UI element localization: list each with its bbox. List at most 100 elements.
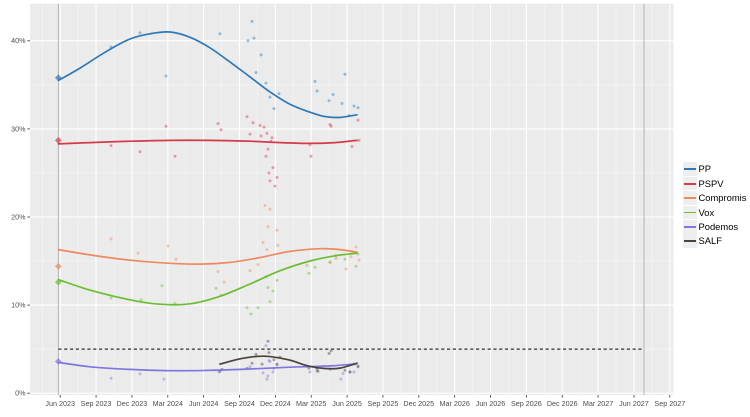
poll-point-pp bbox=[340, 101, 344, 105]
election-result-pp bbox=[54, 74, 62, 82]
poll-point-compromis bbox=[357, 258, 361, 262]
poll-point-salf bbox=[356, 365, 360, 369]
election-result-vox bbox=[54, 278, 62, 286]
chart-legend: PP PSPV Compromis Vox Podemos SALF bbox=[683, 162, 746, 248]
poll-point-pspv bbox=[264, 154, 268, 158]
poll-point-podemos bbox=[248, 365, 252, 369]
poll-point-pp bbox=[331, 93, 335, 97]
legend-entry-pp: PP bbox=[683, 162, 746, 176]
poll-point-salf bbox=[343, 368, 347, 372]
poll-point-pp bbox=[218, 32, 222, 36]
poll-point-pspv bbox=[219, 128, 223, 132]
poll-point-pspv bbox=[216, 122, 220, 126]
y-tick-label: 0% bbox=[15, 389, 26, 398]
poll-point-vox bbox=[354, 264, 358, 268]
poll-point-pspv bbox=[245, 115, 249, 119]
poll-point-vox bbox=[313, 265, 317, 269]
poll-point-compromis bbox=[276, 243, 280, 247]
poll-point-pspv bbox=[265, 131, 269, 135]
legend-label: PSPV bbox=[698, 177, 724, 189]
poll-point-compromis bbox=[328, 261, 332, 265]
poll-point-pp bbox=[272, 107, 276, 111]
x-tick-label: Mar 2027 bbox=[583, 399, 613, 408]
trend-line-pspv bbox=[57, 139, 358, 145]
poll-point-vox bbox=[160, 284, 164, 288]
election-result-podemos bbox=[54, 358, 62, 365]
poll-point-podemos bbox=[217, 370, 221, 374]
poll-point-pspv bbox=[266, 147, 270, 151]
poll-point-compromis bbox=[334, 256, 338, 260]
poll-point-podemos bbox=[271, 370, 275, 374]
poll-point-pspv bbox=[273, 184, 277, 188]
poll-point-pp bbox=[352, 104, 356, 108]
legend-label: Podemos bbox=[698, 221, 739, 233]
legend-label: SALF bbox=[698, 235, 722, 247]
x-tick-label: Jun 2024 bbox=[189, 399, 219, 408]
poll-point-podemos bbox=[162, 377, 166, 381]
poll-point-pp bbox=[254, 71, 258, 75]
x-tick-label: Dec 2023 bbox=[117, 399, 148, 408]
poll-point-vox bbox=[266, 285, 270, 289]
poll-point-compromis bbox=[136, 251, 140, 255]
poll-point-pspv bbox=[259, 134, 263, 138]
poll-point-compromis bbox=[166, 244, 170, 248]
poll-point-podemos bbox=[275, 363, 279, 367]
poll-point-compromis bbox=[354, 245, 358, 249]
poll-point-pp bbox=[356, 106, 360, 110]
legend-entry-pspv: PSPV bbox=[683, 176, 746, 191]
poll-point-vox bbox=[214, 286, 218, 290]
plot-panel bbox=[30, 3, 674, 395]
poll-point-pspv bbox=[164, 124, 168, 128]
poll-point-pspv bbox=[248, 132, 252, 136]
election-result-compromis bbox=[54, 262, 62, 270]
x-tick-label: Mar 2024 bbox=[153, 399, 183, 408]
poll-point-vox bbox=[328, 260, 332, 264]
poll-point-pp bbox=[246, 39, 250, 43]
poll-point-pp bbox=[277, 92, 281, 96]
poll-point-pp bbox=[264, 81, 268, 85]
legend-key-icon bbox=[683, 176, 697, 191]
poll-point-podemos bbox=[341, 371, 345, 375]
legend-label: Vox bbox=[698, 206, 715, 218]
poll-point-salf bbox=[316, 369, 320, 373]
poll-point-pspv bbox=[357, 138, 361, 142]
legend-key-line bbox=[684, 197, 696, 199]
poll-point-podemos bbox=[268, 359, 272, 363]
poll-point-pspv bbox=[109, 144, 113, 148]
poll-point-podemos bbox=[261, 371, 265, 375]
poll-point-podemos bbox=[138, 372, 142, 376]
poll-point-salf bbox=[260, 362, 264, 366]
legend-label: Compromis bbox=[698, 192, 747, 204]
legend-key-line bbox=[684, 182, 696, 185]
poll-point-salf bbox=[267, 351, 271, 355]
legend-entry-vox: Vox bbox=[683, 205, 746, 220]
y-tick-label: 10% bbox=[11, 301, 26, 310]
poll-point-pspv bbox=[251, 121, 255, 125]
legend-key-line bbox=[684, 168, 696, 171]
legend-entry-compromis: Compromis bbox=[683, 191, 746, 205]
poll-point-salf bbox=[250, 361, 254, 365]
legend-label: PP bbox=[698, 163, 712, 175]
poll-point-salf bbox=[266, 339, 270, 343]
x-tick-label: Dec 2024 bbox=[260, 399, 291, 408]
poll-point-compromis bbox=[265, 248, 269, 252]
legend-key-line bbox=[684, 240, 696, 243]
poll-point-vox bbox=[249, 312, 253, 316]
poll-point-salf bbox=[348, 370, 352, 374]
x-tick-label: Sep 2026 bbox=[511, 399, 542, 408]
poll-point-compromis bbox=[275, 228, 279, 232]
poll-point-pp bbox=[343, 72, 347, 76]
poll-point-podemos bbox=[267, 359, 271, 363]
legend-key-line bbox=[684, 211, 696, 214]
poll-point-salf bbox=[327, 352, 331, 356]
poll-point-compromis bbox=[268, 207, 272, 211]
poll-point-pspv bbox=[138, 150, 142, 154]
poll-point-vox bbox=[139, 298, 143, 302]
poll-point-pspv bbox=[271, 166, 275, 170]
poll-point-vox bbox=[307, 271, 311, 275]
poll-point-pp bbox=[313, 79, 317, 83]
poll-point-pspv bbox=[328, 122, 332, 126]
poll-point-compromis bbox=[349, 255, 353, 259]
poll-point-pspv bbox=[350, 145, 354, 149]
